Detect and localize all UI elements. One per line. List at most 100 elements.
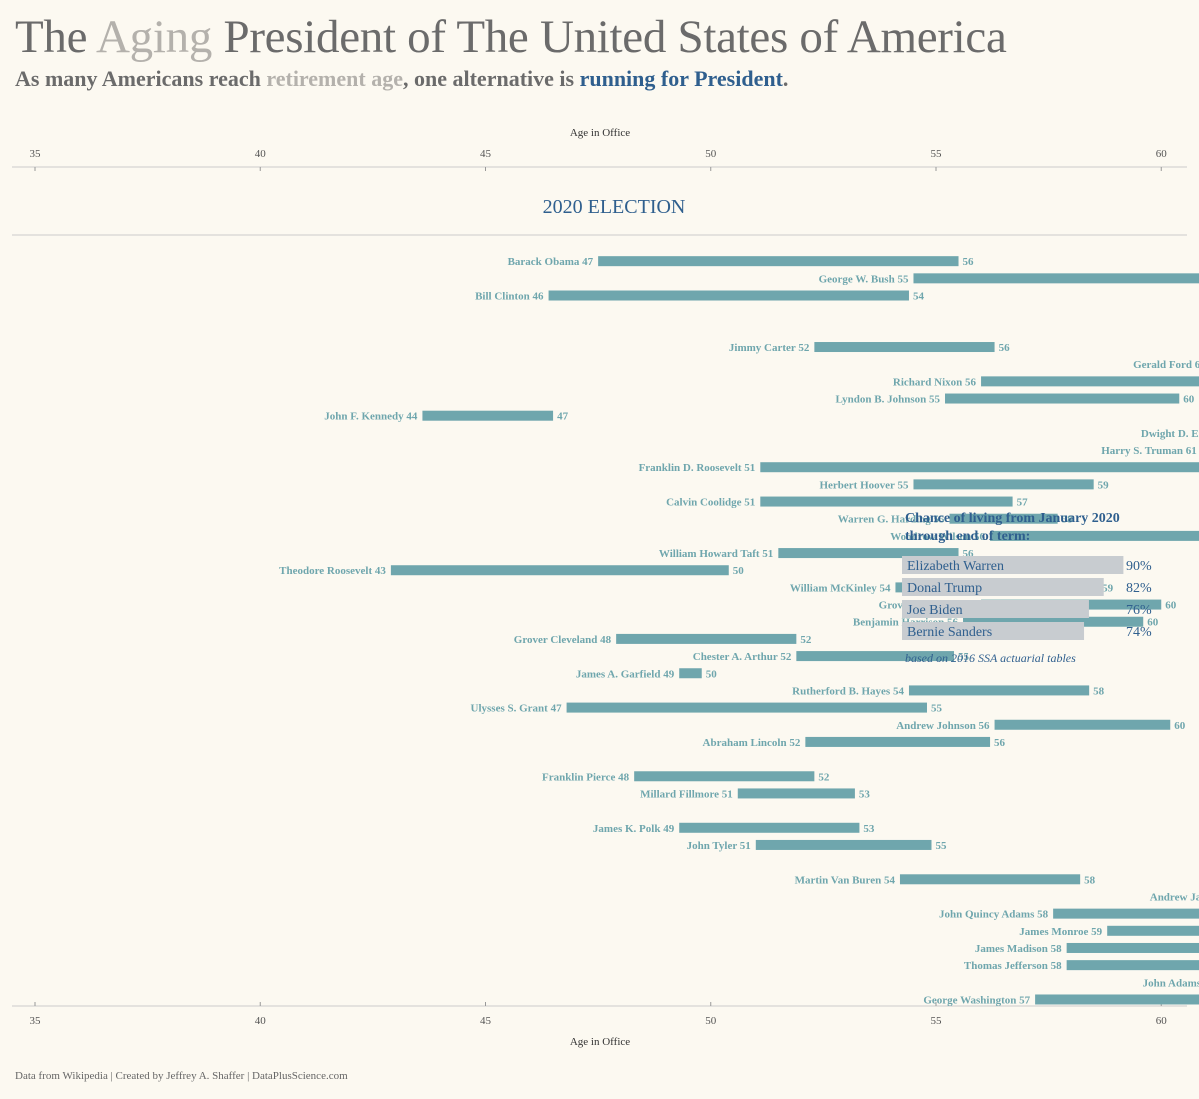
president-bar — [1107, 926, 1199, 936]
president-bar — [1035, 994, 1199, 1004]
president-bar — [567, 703, 927, 713]
president-bar — [814, 342, 994, 352]
president-name-start-label: Barack Obama 47 — [508, 256, 594, 268]
survival-chance-name: Joe Biden — [907, 603, 963, 618]
president-bar — [1053, 909, 1199, 919]
president-name-start-label: John Tyler 51 — [687, 840, 751, 852]
bottom-axis-tick-label: 45 — [480, 1015, 492, 1027]
top-axis-tick-label: 55 — [931, 148, 943, 160]
survival-panel-subtitle: through end of term: — [905, 529, 1030, 544]
president-end-label: 54 — [913, 291, 925, 303]
top-axis-title: Age in Office — [570, 127, 630, 139]
president-end-label: 57 — [1017, 497, 1028, 509]
president-end-label: 60 — [1165, 600, 1177, 612]
survival-chance-value: 74% — [1126, 625, 1152, 640]
president-name-start-label: Rutherford B. Hayes 54 — [792, 685, 904, 697]
president-name-start-label: Lyndon B. Johnson 55 — [835, 394, 940, 406]
president-bar — [913, 479, 1093, 489]
president-name-start-label: George Washington 57 — [923, 994, 1030, 1006]
president-end-label: 56 — [963, 256, 975, 268]
president-bar — [981, 376, 1199, 386]
president-name-start-label: Ulysses S. Grant 47 — [471, 703, 563, 715]
president-bar — [598, 256, 958, 266]
president-end-label: 60 — [1174, 720, 1186, 732]
survival-chance-name: Bernie Sanders — [907, 625, 992, 640]
bottom-axis-tick-label: 55 — [931, 1015, 943, 1027]
president-end-label: 52 — [800, 634, 812, 646]
survival-chance-name: Donal Trump — [907, 581, 982, 596]
president-name-start-label: Gerald Ford 61 — [1133, 359, 1199, 371]
president-name-start-label: James A. Garfield 49 — [576, 668, 675, 680]
president-bar — [945, 394, 1179, 404]
bottom-axis-tick-label: 60 — [1156, 1015, 1168, 1027]
president-bar — [738, 788, 855, 798]
president-name-start-label: James Madison 58 — [975, 943, 1062, 955]
president-name-start-label: James Monroe 59 — [1019, 926, 1102, 938]
president-bar — [1067, 960, 1199, 970]
president-name-start-label: Chester A. Arthur 52 — [693, 651, 792, 663]
president-name-start-label: William Howard Taft 51 — [659, 548, 773, 560]
president-name-start-label: Calvin Coolidge 51 — [666, 497, 755, 509]
president-bar — [422, 411, 553, 421]
president-end-label: 58 — [1093, 685, 1105, 697]
president-name-start-label: James K. Polk 49 — [593, 823, 675, 835]
president-end-label: 55 — [935, 840, 947, 852]
bottom-axis-title: Age in Office — [570, 1036, 630, 1048]
president-bar — [1067, 943, 1199, 953]
president-end-label: 53 — [863, 823, 875, 835]
president-bar — [900, 874, 1080, 884]
president-end-label: 59 — [1098, 479, 1110, 491]
top-axis-tick-label: 45 — [480, 148, 492, 160]
bottom-axis-tick-label: 35 — [30, 1015, 42, 1027]
president-name-start-label: Dwight D. Eisenhower 62 — [1141, 428, 1199, 440]
president-end-label: 55 — [931, 703, 943, 715]
president-bar — [909, 685, 1089, 695]
president-name-start-label: Abraham Lincoln 52 — [703, 737, 801, 749]
president-name-start-label: Thomas Jefferson 58 — [964, 960, 1062, 972]
bottom-axis-tick-label: 50 — [705, 1015, 717, 1027]
president-name-start-label: Andrew Jackson 62 — [1150, 891, 1199, 903]
president-end-label: 50 — [706, 668, 718, 680]
bottom-axis-tick-label: 40 — [255, 1015, 267, 1027]
president-end-label: 53 — [859, 788, 871, 800]
president-name-start-label: Millard Fillmore 51 — [640, 788, 733, 800]
president-name-start-label: John Adams 61 — [1143, 977, 1199, 989]
top-axis-tick-label: 40 — [255, 148, 267, 160]
president-bar — [549, 291, 909, 301]
survival-chance-value: 82% — [1126, 581, 1152, 596]
survival-chance-value: 90% — [1126, 559, 1152, 574]
president-name-start-label: Theodore Roosevelt 43 — [279, 565, 386, 577]
survival-panel-note: based on 2016 SSA actuarial tables — [905, 651, 1076, 665]
president-name-start-label: Harry S. Truman 61 — [1101, 445, 1197, 457]
president-end-label: 52 — [818, 771, 830, 783]
president-bar — [995, 720, 1171, 730]
president-end-label: 58 — [1084, 874, 1096, 886]
president-bar — [760, 497, 1012, 507]
survival-chance-name: Elizabeth Warren — [907, 559, 1004, 574]
age-in-office-chart: RETIREMENT AGE35354040454550505555606065… — [0, 0, 1199, 1060]
election-2020-label: 2020 ELECTION — [543, 196, 686, 218]
president-end-label: 56 — [999, 342, 1011, 354]
president-name-start-label: Franklin D. Roosevelt 51 — [639, 462, 756, 474]
president-name-start-label: Herbert Hoover 55 — [819, 479, 908, 491]
president-bar — [913, 273, 1199, 283]
president-bar — [760, 462, 1199, 472]
president-name-start-label: William McKinley 54 — [790, 582, 891, 594]
top-axis-tick-label: 50 — [705, 148, 717, 160]
president-name-start-label: Martin Van Buren 54 — [795, 874, 896, 886]
president-bar — [634, 771, 814, 781]
president-bar — [679, 823, 859, 833]
president-name-start-label: Franklin Pierce 48 — [542, 771, 630, 783]
president-end-label: 59 — [1102, 582, 1114, 594]
source-credit: Data from Wikipedia | Created by Jeffrey… — [15, 1070, 348, 1082]
president-name-start-label: John Quincy Adams 58 — [939, 909, 1049, 921]
president-name-start-label: Jimmy Carter 52 — [729, 342, 810, 354]
survival-panel-title: Chance of living from January 2020 — [905, 511, 1120, 526]
president-end-label: 47 — [557, 411, 569, 423]
president-name-start-label: Richard Nixon 56 — [893, 376, 977, 388]
president-name-start-label: Andrew Johnson 56 — [896, 720, 990, 732]
president-bar — [391, 565, 729, 575]
top-axis-tick-label: 60 — [1156, 148, 1168, 160]
president-name-start-label: Bill Clinton 46 — [475, 291, 544, 303]
president-bar — [679, 668, 702, 678]
